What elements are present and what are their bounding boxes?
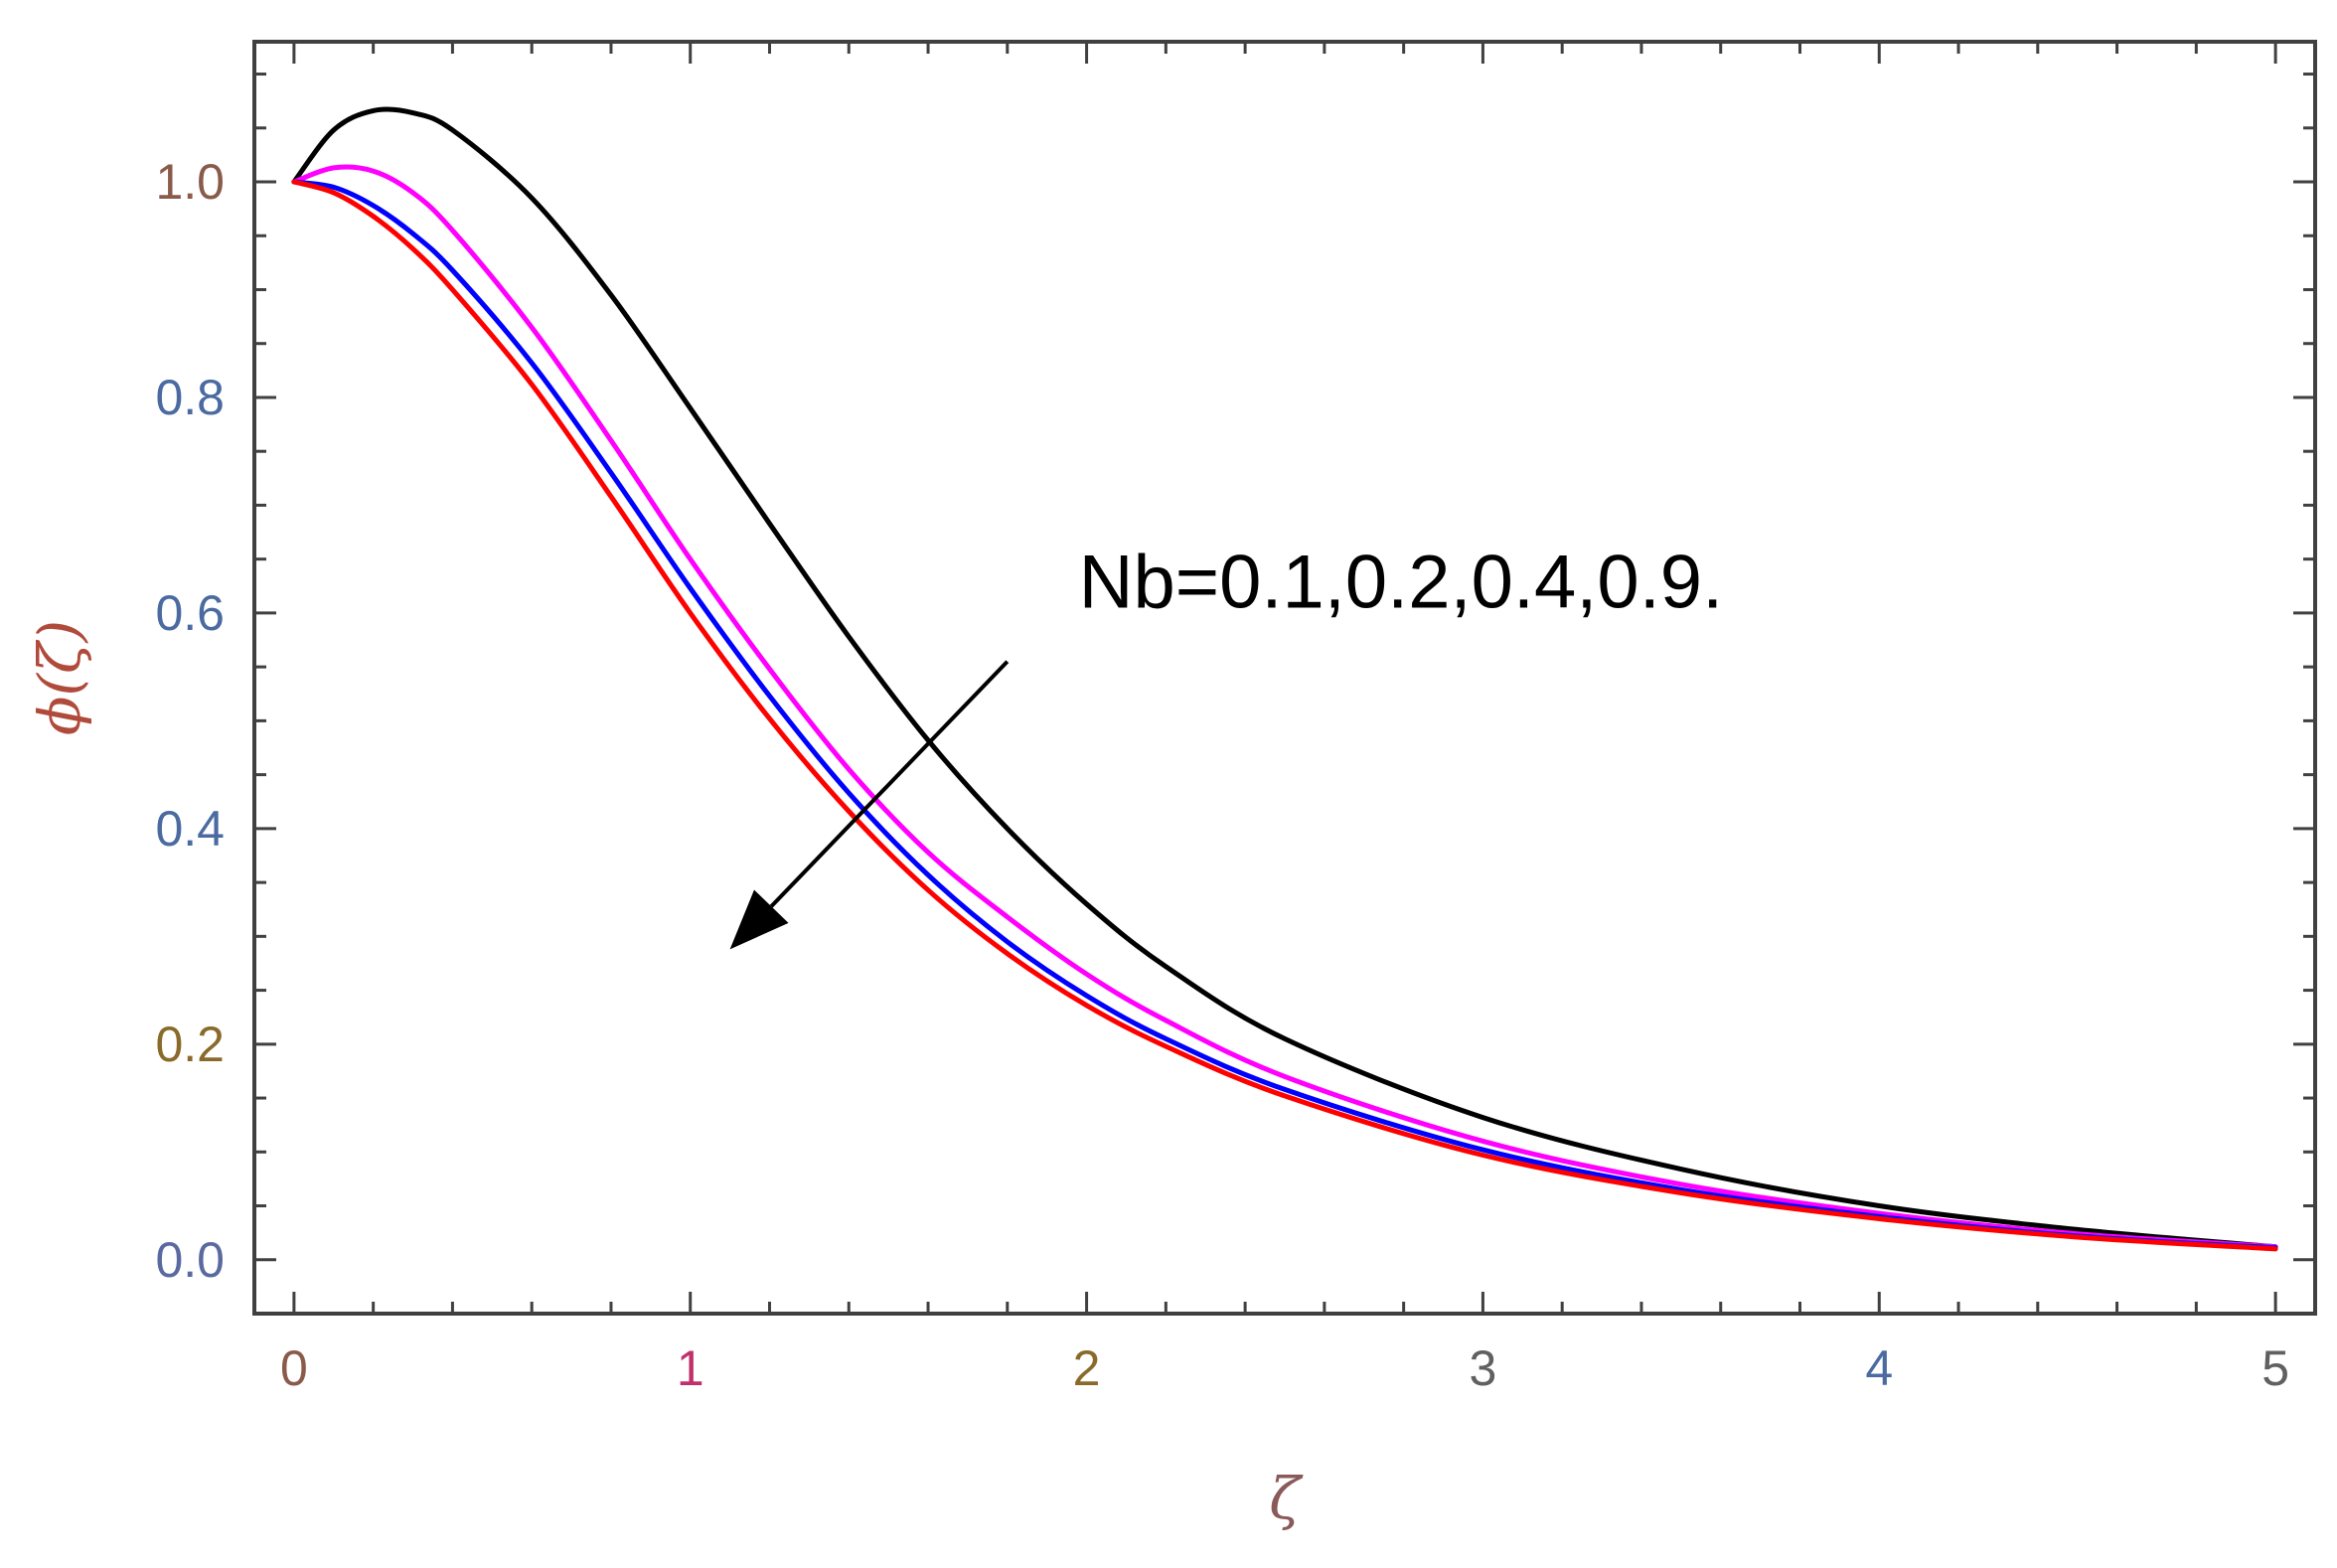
x-tick-label: 3 [1470, 1340, 1497, 1396]
series-line-3 [291, 179, 2278, 1251]
x-tick-label: 5 [2261, 1340, 2289, 1396]
series-line-1 [291, 106, 2278, 1250]
annotation-arrow-shaft [769, 660, 1010, 908]
y-tick-label: 0.2 [155, 1017, 225, 1072]
y-tick-label: 0.6 [155, 585, 225, 641]
tick-labels: 0 1 2 3 4 5 0.0 0.2 0.4 0.6 0.8 1.0 [155, 154, 2289, 1396]
y-tick-label: 1.0 [155, 154, 225, 210]
y-tick-label: 0.8 [155, 370, 225, 425]
y-axis-label: ϕ(ζ) [26, 620, 93, 735]
series-line-2 [291, 164, 2278, 1250]
series-lines [291, 106, 2278, 1252]
x-axis-label: ζ [1269, 1465, 1304, 1532]
annotation: Nb=0.1,0.2,0.4,0.9. [729, 540, 1724, 950]
annotation-arrow-head [729, 889, 789, 950]
y-tick-label: 0.0 [155, 1232, 225, 1288]
x-tick-label: 1 [677, 1340, 704, 1396]
plot-frame [252, 40, 2317, 1316]
x-tick-label: 0 [280, 1340, 308, 1396]
x-tick-label: 2 [1073, 1340, 1101, 1396]
y-tick-label: 0.4 [155, 801, 225, 857]
x-tick-label: 4 [1865, 1340, 1893, 1396]
series-line-4 [291, 179, 2278, 1252]
annotation-text: Nb=0.1,0.2,0.4,0.9. [1079, 540, 1724, 624]
